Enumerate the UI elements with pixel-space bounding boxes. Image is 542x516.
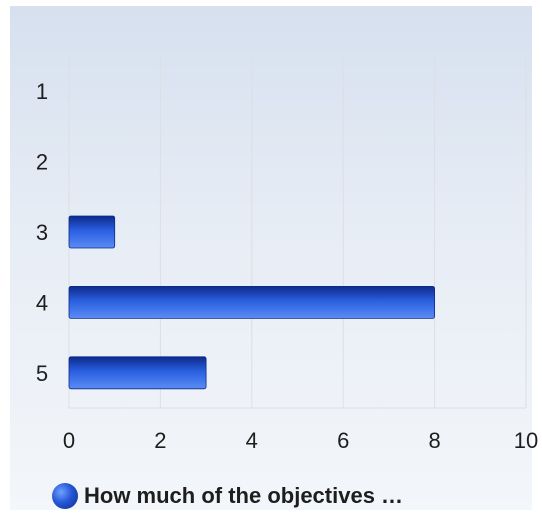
gridlines bbox=[68, 56, 527, 409]
bars bbox=[68, 215, 436, 390]
legend: How much of the objectives … bbox=[52, 478, 403, 514]
y-tick-label-2: 2 bbox=[36, 150, 48, 175]
x-tick-label-8: 8 bbox=[428, 428, 440, 453]
y-tick-label-5: 5 bbox=[36, 361, 48, 386]
x-tick-label-2: 2 bbox=[154, 428, 166, 453]
x-tick-label-6: 6 bbox=[337, 428, 349, 453]
y-axis-labels: 1 2 3 4 5 bbox=[36, 79, 48, 386]
bar-3 bbox=[68, 215, 116, 249]
x-axis-labels: 0 2 4 6 8 10 bbox=[63, 428, 538, 453]
bar-5 bbox=[68, 356, 207, 390]
y-tick-label-3: 3 bbox=[36, 220, 48, 245]
legend-label: How much of the objectives … bbox=[84, 483, 404, 508]
legend-swatch-icon bbox=[52, 483, 78, 509]
bar-4 bbox=[68, 285, 436, 319]
x-tick-label-4: 4 bbox=[246, 428, 258, 453]
y-tick-label-4: 4 bbox=[36, 290, 48, 315]
x-tick-label-10: 10 bbox=[514, 428, 538, 453]
y-tick-label-1: 1 bbox=[36, 79, 48, 104]
x-tick-label-0: 0 bbox=[63, 428, 75, 453]
chart-background bbox=[10, 6, 532, 510]
